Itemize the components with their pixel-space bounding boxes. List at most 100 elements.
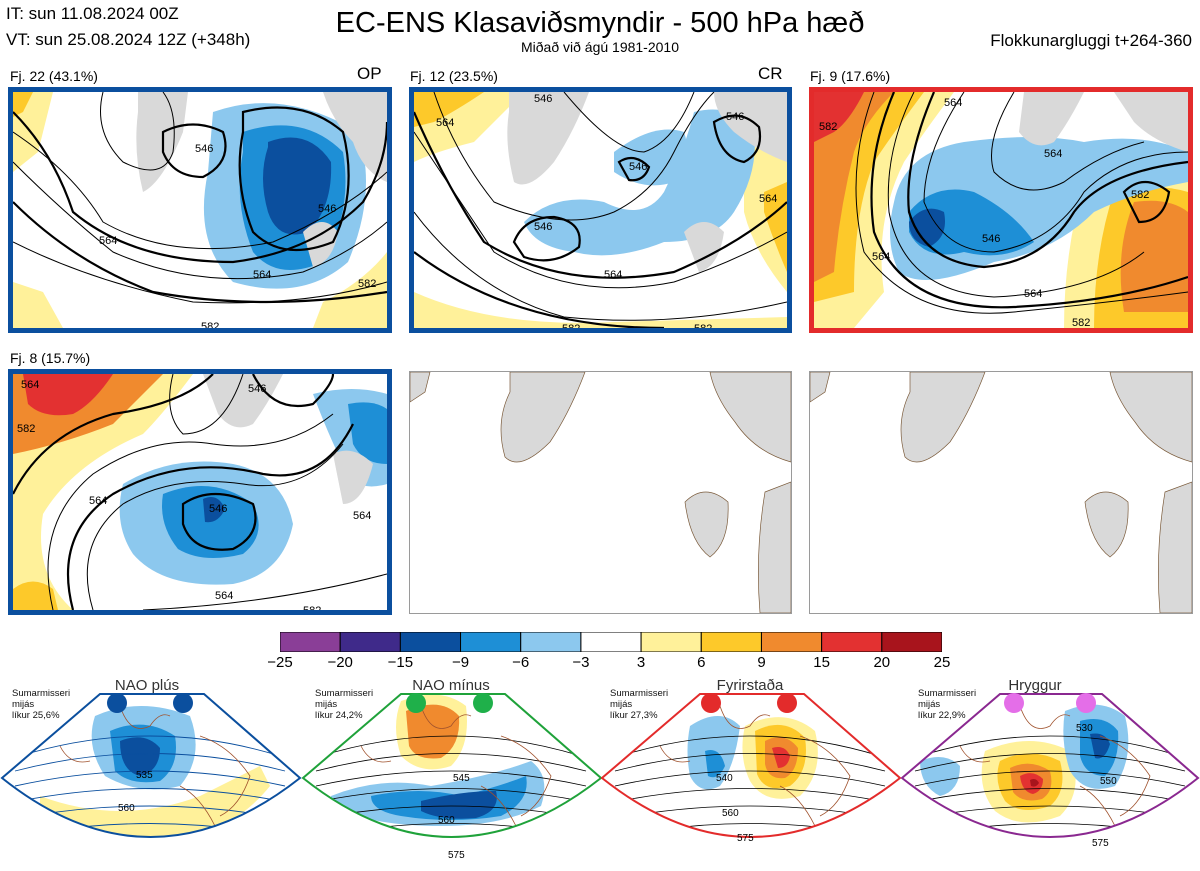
regime-2-dot-left (406, 693, 426, 713)
classification-window: Flokkunargluggi t+264-360 (990, 31, 1192, 50)
regime-1-season: Sumarmisseri (12, 688, 71, 699)
cluster-map-1-label-4: 564 (253, 269, 271, 281)
cluster-map-3-label-7: 564 (1024, 288, 1042, 300)
regime-2-title: NAO mínus (412, 677, 490, 694)
regime-4-avg: mijás (918, 699, 941, 710)
cluster-map-3-label-5: 546 (982, 233, 1000, 245)
regime-blocking: Fyrirstaða Sumarmisseri mijás líkur 27,3… (600, 676, 902, 871)
regime-1-dot-right (173, 693, 193, 713)
cluster-map-4-label-4: 564 (89, 495, 107, 507)
empty-map-6-svg (810, 372, 1192, 613)
regime-1-label-1: 535 (136, 770, 153, 781)
cluster-map-1: 546 564 582 564 546 582 (8, 87, 392, 333)
panel-2-label: Fj. 12 (23.5%) (410, 68, 498, 84)
cluster-map-2-label-2: 546 (534, 221, 552, 233)
regime-2-dot-right (473, 693, 493, 713)
colorbar-segment (399, 631, 462, 653)
cluster-map-2-label-1: 564 (436, 117, 454, 129)
cluster-map-3-label-2: 564 (944, 97, 962, 109)
colorbar-tick-label: −25 (267, 654, 293, 671)
panel-1-tag: OP (357, 64, 382, 83)
regime-4-season: Sumarmisseri (918, 688, 977, 699)
regime-1-title: NAO plús (114, 677, 180, 694)
empty-map-6 (809, 371, 1193, 614)
colorbar-tick-label: 6 (697, 654, 706, 671)
colorbar-tick-label: −3 (572, 654, 590, 671)
colorbar-segment (821, 631, 883, 653)
regime-2-map: 545 560 575 (301, 693, 603, 861)
panel-3-label: Fj. 9 (17.6%) (810, 68, 891, 84)
cluster-map-4-svg: 564 582 546 564 546 564 564 582 (13, 374, 387, 610)
valid-time: VT: sun 25.08.2024 12Z (+348h) (6, 30, 251, 49)
colorbar-tick-label: −9 (451, 654, 470, 671)
cluster-map-2: 564 546 546 546 564 564 582 582 546 (409, 87, 792, 333)
empty-map-5 (409, 371, 792, 614)
cluster-map-3-label-8: 582 (1072, 317, 1090, 328)
colorbar-tick-label: 25 (933, 654, 951, 671)
regime-3-dot-right (777, 693, 797, 713)
page-title: EC-ENS Klasaviðsmyndir - 500 hPa hæð (335, 7, 865, 39)
regime-3-label-3: 575 (737, 833, 754, 844)
cluster-map-4-label-3: 546 (248, 383, 266, 395)
regime-4-title: Hryggur (1008, 677, 1062, 694)
regime-3-label-1: 540 (716, 773, 733, 784)
regime-3-avg: mijás (610, 699, 633, 710)
regime-4-label-2: 550 (1100, 776, 1117, 787)
cluster-map-4-label-2: 582 (17, 423, 35, 435)
regime-2-avg: mijás (315, 699, 338, 710)
colorbar-ticks: −25 −20 −15 −9 −6 −3 3 6 9 15 20 25 (0, 655, 1200, 673)
colorbar-segment (700, 631, 762, 653)
empty-map-5-svg (410, 372, 791, 613)
cluster-map-2-svg: 564 546 546 546 564 564 582 582 546 (414, 92, 787, 328)
cluster-map-3-label-1: 582 (819, 121, 837, 133)
regime-1-avg: mijás (12, 699, 35, 710)
cluster-map-1-label-3: 582 (358, 278, 376, 290)
cluster-map-1-label-2: 564 (99, 235, 117, 247)
colorbar-segment (279, 631, 341, 653)
regime-nao-minus: NAO mínus Sumarmisseri mijás líkur 24,2% (301, 676, 603, 871)
regime-4-label-3: 575 (1092, 838, 1109, 849)
cluster-map-2-label-9: 546 (534, 93, 552, 105)
cluster-map-4-label-6: 564 (353, 510, 371, 522)
regime-1-map: 535 560 (0, 693, 302, 838)
cluster-map-1-svg: 546 564 582 564 546 582 (13, 92, 387, 328)
panel-1-label: Fj. 22 (43.1%) (10, 68, 98, 84)
regime-nao-plus: NAO plús Sumarmisseri mijás líkur 25,6% (0, 676, 302, 871)
colorbar-tick-label: −6 (512, 654, 530, 671)
regime-4-map: 530 550 575 (900, 693, 1200, 849)
cluster-map-3-label-4: 582 (1131, 189, 1149, 201)
init-time: IT: sun 11.08.2024 00Z (6, 4, 179, 23)
regime-2-season: Sumarmisseri (315, 688, 374, 699)
colorbar-tick-label: 20 (873, 654, 891, 671)
colorbar-segment (760, 631, 823, 653)
regime-3-season: Sumarmisseri (610, 688, 669, 699)
regime-4-label-1: 530 (1076, 723, 1093, 734)
colorbar-segment (580, 631, 642, 653)
cluster-map-4-label-5: 546 (209, 503, 227, 515)
cluster-map-1-label-6: 582 (201, 321, 219, 328)
panel-4-label: Fj. 8 (15.7%) (10, 350, 91, 366)
regime-2-prob: líkur 24,2% (315, 710, 363, 721)
colorbar-tick-label: −15 (387, 654, 414, 671)
cluster-map-2-label-8: 582 (694, 323, 712, 328)
colorbar-tick-label: −20 (327, 654, 353, 671)
regime-row: NAO plús Sumarmisseri mijás líkur 25,6% (0, 676, 1200, 871)
cluster-map-3-label-3: 564 (1044, 148, 1062, 160)
cluster-map-3-svg: 582 564 564 582 546 564 564 582 (814, 92, 1188, 328)
regime-1-dot-left (107, 693, 127, 713)
cluster-map-4-label-1: 564 (21, 379, 39, 391)
regime-1-prob: líkur 25,6% (12, 710, 60, 721)
regime-ridge: Hryggur Sumarmisseri mijás líkur 22,9% (900, 676, 1200, 871)
cluster-map-1-label-5: 546 (318, 203, 336, 215)
regime-1-label-2: 560 (118, 803, 135, 814)
regime-4-dot-right (1076, 693, 1096, 713)
cluster-map-2-label-6: 564 (759, 193, 777, 205)
regime-4-dot-left (1004, 693, 1024, 713)
colorbar-segment (881, 631, 943, 653)
panel-2-tag: CR (758, 64, 783, 83)
cluster-map-2-label-3: 546 (629, 161, 647, 173)
regime-2-label-2: 560 (438, 815, 455, 826)
regime-3-title: Fyrirstaða (716, 677, 784, 694)
page-subtitle: Miðað við ágú 1981-2010 (520, 39, 679, 55)
colorbar-tick-label: 3 (636, 654, 646, 671)
